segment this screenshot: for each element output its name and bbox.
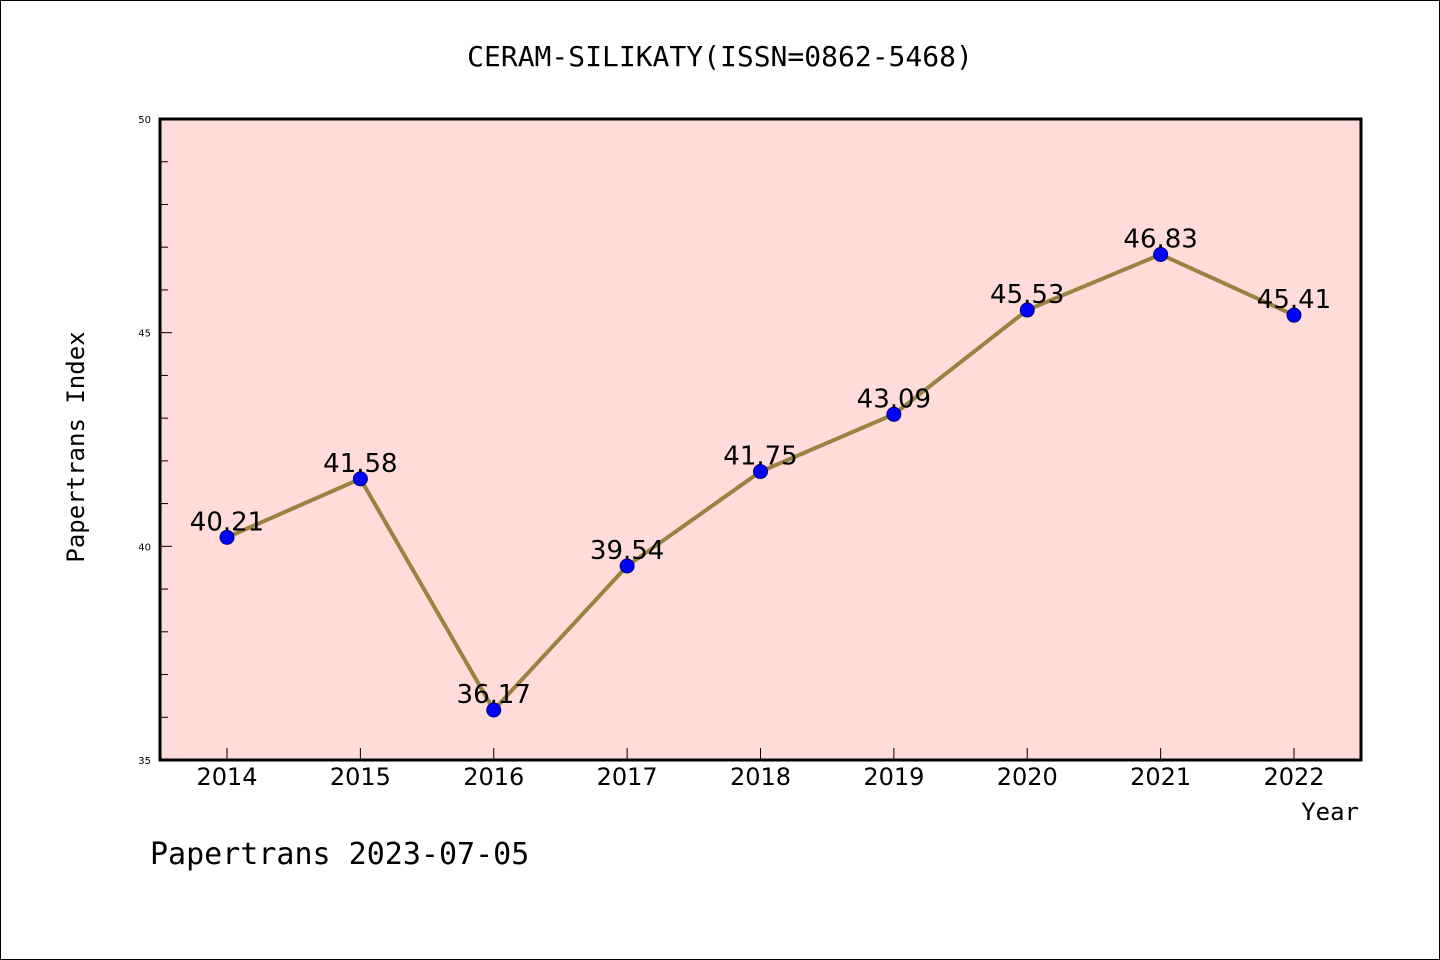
x-tick-label: 2014 [196,763,257,791]
data-point [1286,307,1302,323]
data-label: 40.21 [190,507,264,537]
x-axis-ticks: 2014 2015 2016 2017 2018 2019 2020 2021 2022 [196,748,1325,791]
x-tick-label: 2016 [463,763,524,791]
footer-date: Papertrans 2023-07-05 [150,837,529,872]
x-tick-label: 2020 [997,763,1058,791]
x-tick-label: 2018 [730,763,791,791]
y-tick-label: 50 [138,115,151,126]
y-tick-label: 45 [138,329,151,340]
x-tick-label: 2022 [1263,763,1324,791]
x-axis-label: Year [1301,798,1359,826]
data-label: 46.83 [1123,224,1197,254]
x-tick-label: 2019 [863,763,924,791]
data-label: 43.09 [857,384,931,414]
data-point [619,558,635,574]
data-point [753,464,768,480]
x-tick-label: 2017 [597,763,658,791]
x-tick-label: 2015 [330,763,391,791]
data-point [219,529,235,545]
data-point [886,406,902,422]
data-point [1019,302,1035,318]
y-tick-label: 40 [138,542,151,553]
data-label: 36.17 [457,680,531,710]
data-point [352,471,368,487]
data-point [1153,246,1169,262]
x-tick-label: 2021 [1130,763,1191,791]
data-label: 41.75 [723,442,797,472]
plot-area [158,117,1363,762]
data-point [486,702,502,718]
y-axis-ticks: 35 40 45 50 [138,115,172,767]
data-label: 45.53 [990,280,1064,310]
y-tick-label: 35 [138,756,151,767]
data-labels-group: 40.21 41.58 36.17 39.54 41.75 43.09 45.53 46.83… [190,224,1331,710]
data-label: 41.58 [323,449,397,479]
chart-title: CERAM-SILIKATY(ISSN=0862-5468) [467,40,973,73]
data-label: 39.54 [590,536,664,566]
data-points-group [219,246,1302,718]
y-axis-label: Papertrans Index [62,331,90,562]
data-label: 45.41 [1257,285,1331,315]
